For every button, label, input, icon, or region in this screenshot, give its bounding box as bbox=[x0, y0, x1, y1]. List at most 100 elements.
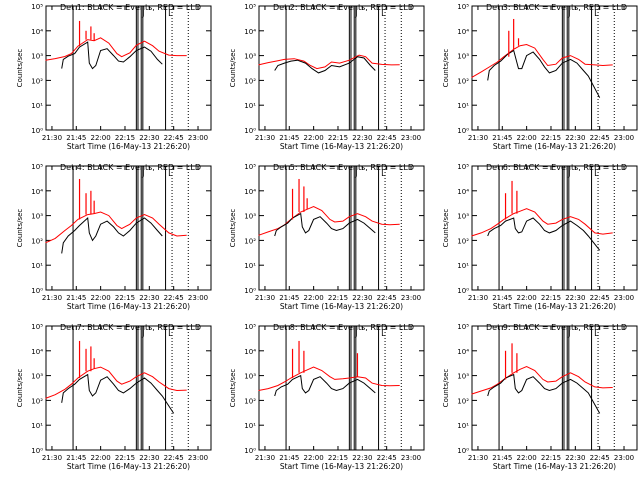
interval-flag: L bbox=[168, 329, 173, 338]
x-tick-label: 22:15 bbox=[328, 454, 348, 462]
y-tick-label: 10³ bbox=[457, 373, 469, 381]
y-tick-label: 10⁴ bbox=[457, 348, 469, 356]
x-tick-label: 22:45 bbox=[377, 294, 397, 302]
x-tick-label: 23:00 bbox=[614, 454, 634, 462]
x-tick-label: 23:00 bbox=[188, 454, 208, 462]
y-axis-label: Counts/sec bbox=[442, 209, 450, 248]
y-tick-label: 10⁰ bbox=[244, 447, 256, 455]
x-tick-label: 22:45 bbox=[164, 294, 184, 302]
x-tick-label: 22:30 bbox=[352, 294, 372, 302]
y-tick-label: 10² bbox=[457, 397, 469, 405]
x-axis-label: Start Time (16-May-13 21:26:20) bbox=[493, 142, 616, 151]
x-tick-label: 22:00 bbox=[517, 134, 537, 142]
x-tick-label: 22:15 bbox=[541, 294, 561, 302]
interval-flag: L bbox=[594, 169, 599, 178]
y-tick-label: 10⁰ bbox=[244, 287, 256, 295]
x-tick-label: 21:45 bbox=[279, 134, 299, 142]
interval-flag: J bbox=[354, 169, 357, 178]
y-tick-label: 10³ bbox=[31, 373, 43, 381]
y-tick-label: 10¹ bbox=[457, 262, 469, 270]
x-tick-label: 23:00 bbox=[614, 134, 634, 142]
x-tick-label: 22:30 bbox=[565, 134, 585, 142]
y-axis-label: Counts/sec bbox=[229, 209, 237, 248]
x-tick-label: 22:30 bbox=[352, 454, 372, 462]
series-line-lld bbox=[258, 54, 400, 70]
y-tick-label: 10² bbox=[244, 397, 256, 405]
x-tick-label: 21:45 bbox=[66, 454, 86, 462]
chart-title: Det 5: BLACK = Events, RED = LLD bbox=[273, 163, 414, 172]
x-tick-label: 22:45 bbox=[377, 134, 397, 142]
y-tick-label: 10¹ bbox=[31, 262, 43, 270]
y-tick-label: 10⁴ bbox=[244, 188, 256, 196]
y-tick-label: 10⁴ bbox=[244, 28, 256, 36]
x-tick-label: 22:45 bbox=[164, 134, 184, 142]
y-tick-label: 10⁴ bbox=[31, 188, 43, 196]
chart-title: Det 7: BLACK = Events, RED = LLD bbox=[60, 323, 201, 332]
x-axis-label: Start Time (16-May-13 21:26:20) bbox=[280, 462, 403, 471]
interval-flag: L bbox=[594, 329, 599, 338]
x-tick-label: 21:45 bbox=[66, 294, 86, 302]
interval-flag: J bbox=[567, 9, 570, 18]
x-axis-label: Start Time (16-May-13 21:26:20) bbox=[67, 302, 190, 311]
x-tick-label: 22:15 bbox=[541, 454, 561, 462]
x-tick-label: 23:00 bbox=[614, 294, 634, 302]
x-tick-label: 21:30 bbox=[468, 134, 488, 142]
x-tick-label: 22:00 bbox=[91, 134, 111, 142]
x-tick-label: 22:00 bbox=[517, 454, 537, 462]
series-line-events bbox=[274, 212, 376, 237]
y-tick-label: 10⁰ bbox=[31, 127, 43, 135]
chart-panel-6: J L 21:30 21:45 22:00 22:15 22:30 22:45 23:00 10⁰… bbox=[442, 163, 638, 311]
x-tick-label: 21:30 bbox=[255, 134, 275, 142]
y-tick-label: 10³ bbox=[244, 53, 256, 61]
series-line-lld bbox=[471, 208, 613, 237]
plot-frame bbox=[258, 325, 425, 451]
y-axis-label: Counts/sec bbox=[16, 209, 24, 248]
x-axis-label: Start Time (16-May-13 21:26:20) bbox=[280, 302, 403, 311]
series-line-events bbox=[487, 49, 601, 98]
x-axis-label: Start Time (16-May-13 21:26:20) bbox=[280, 142, 403, 151]
y-axis-label: Counts/sec bbox=[16, 49, 24, 88]
interval-flag: L bbox=[381, 9, 386, 18]
y-tick-label: 10⁵ bbox=[457, 323, 469, 331]
y-tick-label: 10¹ bbox=[457, 102, 469, 110]
y-tick-label: 10² bbox=[244, 237, 256, 245]
series-line-events bbox=[61, 216, 163, 254]
chart-panel-9: J L 21:30 21:45 22:00 22:15 22:30 22:45 23:00 10⁰… bbox=[442, 323, 638, 471]
x-tick-label: 21:45 bbox=[66, 134, 86, 142]
chart-panel-4: J L 21:30 21:45 22:00 22:15 22:30 22:45 23:00 10⁰… bbox=[16, 163, 212, 311]
y-tick-label: 10¹ bbox=[31, 102, 43, 110]
y-tick-label: 10⁴ bbox=[31, 28, 43, 36]
y-tick-label: 10³ bbox=[244, 213, 256, 221]
chart-panel-3: J L 21:30 21:45 22:00 22:15 22:30 22:45 23:00 10⁰… bbox=[442, 3, 638, 151]
series-line-lld bbox=[45, 366, 187, 399]
x-tick-label: 22:00 bbox=[304, 134, 324, 142]
series-line-lld bbox=[45, 211, 187, 244]
series-line-lld bbox=[471, 366, 613, 395]
x-axis-label: Start Time (16-May-13 21:26:20) bbox=[67, 142, 190, 151]
y-tick-label: 10³ bbox=[244, 373, 256, 381]
y-tick-label: 10² bbox=[457, 77, 469, 85]
chart-panel-2: J L 21:30 21:45 22:00 22:15 22:30 22:45 23:00 10⁰… bbox=[229, 3, 425, 151]
y-tick-label: 10⁵ bbox=[244, 3, 256, 11]
x-tick-label: 22:30 bbox=[565, 294, 585, 302]
y-tick-label: 10¹ bbox=[244, 422, 256, 430]
series-line-lld bbox=[471, 43, 613, 79]
y-axis-label: Counts/sec bbox=[16, 369, 24, 408]
x-tick-label: 21:30 bbox=[468, 294, 488, 302]
y-tick-label: 10¹ bbox=[244, 102, 256, 110]
plot-frame bbox=[471, 325, 638, 451]
y-tick-label: 10⁴ bbox=[244, 348, 256, 356]
y-tick-label: 10⁰ bbox=[457, 287, 469, 295]
y-tick-label: 10⁰ bbox=[457, 127, 469, 135]
x-tick-label: 22:45 bbox=[377, 454, 397, 462]
y-tick-label: 10⁴ bbox=[457, 188, 469, 196]
x-tick-label: 21:45 bbox=[279, 454, 299, 462]
x-tick-label: 22:30 bbox=[565, 454, 585, 462]
y-tick-label: 10¹ bbox=[457, 422, 469, 430]
x-tick-label: 22:00 bbox=[517, 294, 537, 302]
chart-title: Det 6: BLACK = Events, RED = LLD bbox=[486, 163, 627, 172]
y-tick-label: 10⁵ bbox=[244, 323, 256, 331]
x-axis-label: Start Time (16-May-13 21:26:20) bbox=[493, 302, 616, 311]
chart-title: Det 3: BLACK = Events, RED = LLD bbox=[486, 3, 627, 12]
